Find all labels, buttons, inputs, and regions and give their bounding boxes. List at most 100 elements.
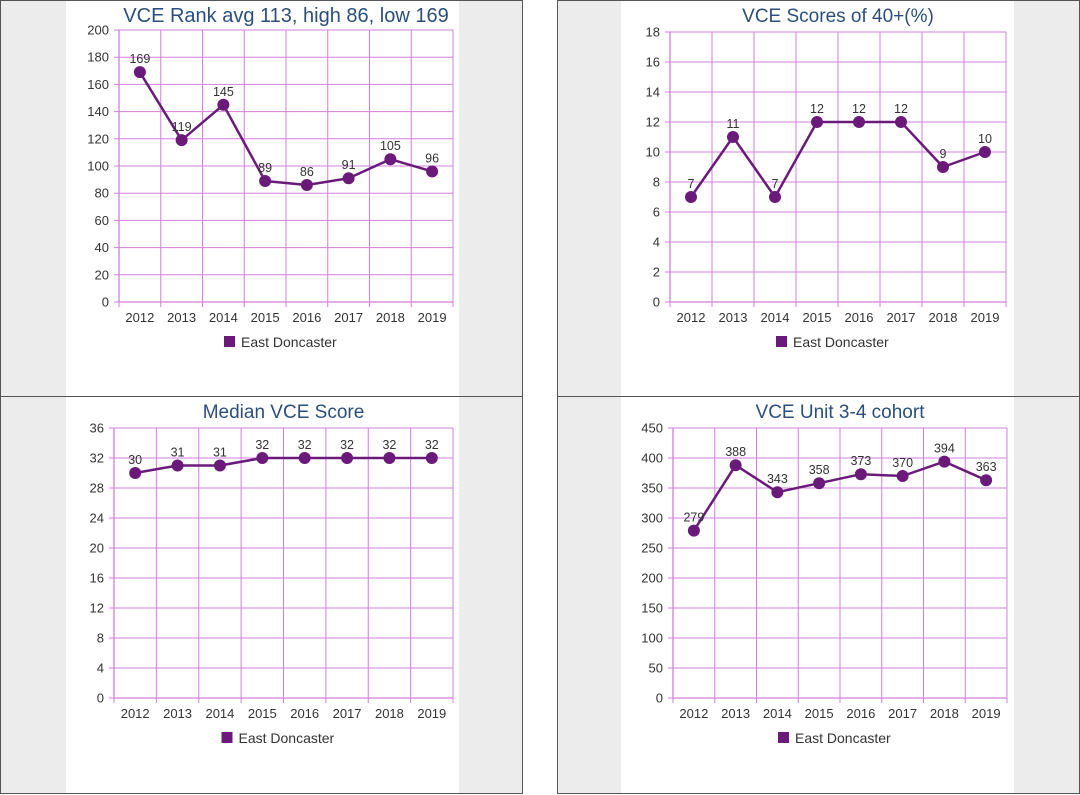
data-point bbox=[853, 116, 865, 128]
y-tick-label: 20 bbox=[95, 267, 109, 282]
data-point bbox=[896, 470, 909, 482]
data-point bbox=[129, 467, 142, 479]
data-label: 373 bbox=[850, 454, 871, 468]
data-label: 370 bbox=[892, 456, 913, 470]
chart-panel-vce-cohort: VCE Unit 3-4 cohort 0 50 100 150 200 250 300 350… bbox=[557, 396, 1080, 794]
chart-title: Median VCE Score bbox=[203, 402, 365, 423]
x-tick-label: 2014 bbox=[205, 706, 234, 721]
data-point bbox=[298, 452, 311, 464]
legend-label: East Doncaster bbox=[795, 730, 891, 746]
data-label: 169 bbox=[129, 52, 150, 66]
x-tick-label: 2015 bbox=[248, 706, 277, 721]
y-tick-label: 0 bbox=[656, 691, 663, 706]
data-point bbox=[175, 134, 188, 147]
data-label: 12 bbox=[852, 102, 866, 116]
data-point bbox=[133, 66, 146, 79]
x-tick-label: 2017 bbox=[334, 310, 363, 325]
y-tick-label: 12 bbox=[90, 601, 104, 616]
y-tick-label: 0 bbox=[102, 295, 109, 310]
data-point bbox=[259, 174, 272, 187]
data-label: 9 bbox=[940, 147, 947, 161]
x-tick-label: 2015 bbox=[251, 310, 280, 325]
data-label: 32 bbox=[340, 438, 354, 452]
y-tick-label: 14 bbox=[646, 85, 660, 100]
y-tick-label: 180 bbox=[87, 50, 109, 65]
data-point bbox=[341, 452, 354, 464]
x-tick-label: 2019 bbox=[417, 706, 446, 721]
x-tick-label: 2017 bbox=[888, 706, 917, 721]
vce-scores-40-line-chart: VCE Scores of 40+(%) 0 2 4 6 8 10 12 14 16 18 2012 2… bbox=[646, 6, 1007, 350]
data-label: 89 bbox=[258, 161, 272, 175]
y-tick-label: 28 bbox=[90, 481, 104, 496]
data-label: 7 bbox=[688, 177, 695, 191]
chart-panel-vce-rank: VCE Rank avg 113, high 86, low 169 0 20 40 6… bbox=[0, 0, 523, 397]
vce-cohort-line-chart: VCE Unit 3-4 cohort 0 50 100 150 200 250 300 350… bbox=[641, 402, 1008, 746]
data-label: 32 bbox=[382, 438, 396, 452]
x-tick-label: 2019 bbox=[972, 706, 1001, 721]
legend-marker bbox=[778, 732, 789, 743]
median-vce-score-line-chart: Median VCE Score 0 4 8 12 16 20 24 28 32 36 2012 201… bbox=[90, 402, 454, 746]
y-tick-label: 6 bbox=[653, 205, 660, 220]
y-tick-label: 200 bbox=[87, 23, 109, 38]
data-label: 31 bbox=[213, 446, 227, 460]
data-point bbox=[729, 459, 742, 472]
legend-marker bbox=[776, 336, 787, 347]
data-point bbox=[980, 474, 993, 487]
data-point bbox=[811, 116, 823, 128]
data-label: 388 bbox=[725, 445, 746, 459]
series-line bbox=[689, 120, 986, 199]
y-tick-label: 140 bbox=[87, 104, 109, 119]
y-tick-label: 4 bbox=[97, 661, 104, 676]
y-tick-label: 150 bbox=[641, 601, 663, 616]
y-tick-label: 10 bbox=[646, 145, 660, 160]
x-tick-label: 2016 bbox=[290, 706, 319, 721]
x-tick-label: 2013 bbox=[719, 310, 748, 325]
data-point bbox=[213, 459, 226, 472]
data-label: 343 bbox=[767, 472, 788, 486]
data-point bbox=[342, 172, 355, 185]
data-point bbox=[300, 179, 313, 192]
y-tick-label: 16 bbox=[90, 571, 104, 586]
data-label: 11 bbox=[727, 117, 740, 131]
chart-panel-vce-scores-40: VCE Scores of 40+(%) 0 2 4 6 8 10 12 14 16 18 2012 2… bbox=[557, 0, 1080, 397]
y-tick-label: 16 bbox=[646, 55, 660, 70]
data-label: 31 bbox=[171, 446, 185, 460]
x-tick-label: 2012 bbox=[121, 706, 150, 721]
x-tick-label: 2013 bbox=[163, 706, 192, 721]
y-tick-label: 24 bbox=[90, 511, 104, 526]
y-tick-label: 40 bbox=[95, 240, 109, 255]
x-tick-label: 2017 bbox=[333, 706, 362, 721]
data-point bbox=[687, 524, 700, 537]
y-tick-label: 350 bbox=[641, 481, 663, 496]
data-label: 30 bbox=[128, 453, 142, 467]
x-tick-label: 2013 bbox=[721, 706, 750, 721]
data-point bbox=[854, 468, 867, 481]
chart-title: VCE Scores of 40+(%) bbox=[742, 6, 934, 27]
y-tick-label: 100 bbox=[641, 631, 663, 646]
data-point bbox=[771, 486, 784, 499]
data-point bbox=[937, 161, 949, 173]
data-label: 86 bbox=[300, 165, 314, 179]
data-point bbox=[384, 153, 397, 166]
y-tick-label: 8 bbox=[97, 631, 104, 646]
data-label: 96 bbox=[425, 151, 439, 165]
data-point bbox=[727, 131, 739, 143]
y-tick-label: 200 bbox=[641, 571, 663, 586]
series-line bbox=[692, 460, 987, 532]
chart-panel-median-vce-score: Median VCE Score 0 4 8 12 16 20 24 28 32 36 2012 201… bbox=[0, 396, 523, 794]
x-tick-label: 2018 bbox=[929, 310, 958, 325]
y-tick-label: 450 bbox=[641, 421, 663, 436]
legend-label: East Doncaster bbox=[793, 334, 889, 350]
data-point bbox=[426, 165, 439, 178]
y-tick-label: 0 bbox=[97, 691, 104, 706]
vce-rank-line-chart: VCE Rank avg 113, high 86, low 169 0 20 40 6… bbox=[87, 5, 454, 350]
y-tick-label: 32 bbox=[90, 451, 104, 466]
y-tick-label: 300 bbox=[641, 511, 663, 526]
y-tick-label: 0 bbox=[653, 295, 660, 310]
data-point bbox=[938, 455, 951, 468]
x-tick-label: 2015 bbox=[803, 310, 832, 325]
x-tick-label: 2017 bbox=[887, 310, 916, 325]
data-label: 145 bbox=[213, 85, 234, 99]
data-label: 394 bbox=[934, 442, 955, 456]
x-tick-label: 2012 bbox=[125, 310, 154, 325]
